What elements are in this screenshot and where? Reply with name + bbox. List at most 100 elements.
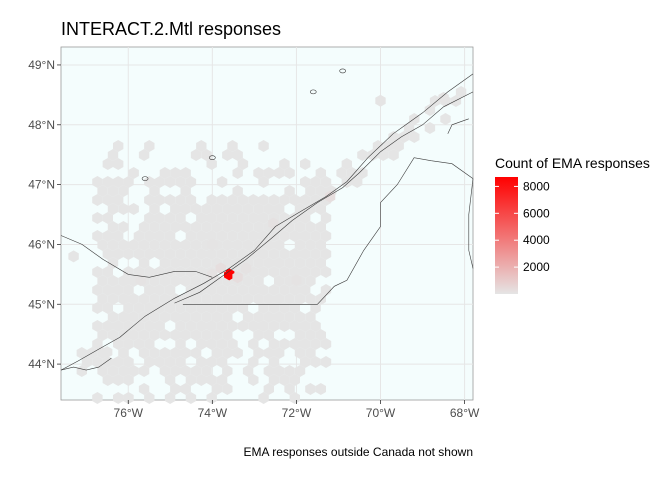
hex-bin	[164, 392, 176, 404]
hex-bin	[185, 248, 197, 260]
hex-bin	[237, 320, 249, 332]
hex-bin	[305, 239, 316, 251]
hex-bin	[97, 239, 108, 251]
hex-bin	[113, 392, 124, 404]
hex-bin	[253, 329, 264, 341]
hex-bin	[258, 320, 269, 332]
hex-bin	[320, 212, 332, 224]
hex-bin	[268, 266, 280, 278]
hex-bin	[123, 176, 134, 188]
hex-bin	[190, 221, 202, 233]
hex-bin	[237, 284, 249, 296]
hex-bin	[211, 329, 223, 341]
hex-bin	[279, 338, 290, 350]
hex-bin	[320, 338, 332, 350]
hex-bin	[206, 320, 217, 332]
hex-bin	[81, 356, 93, 368]
hex-bin	[284, 293, 295, 305]
hex-bin	[196, 230, 207, 242]
hex-bin	[92, 212, 103, 224]
hex-bin	[248, 356, 259, 368]
hex-bin	[424, 104, 436, 116]
y-tick-label: 45°N	[28, 297, 55, 311]
hex-bin	[274, 347, 285, 359]
hex-bin	[102, 230, 113, 242]
hex-bin	[149, 293, 160, 305]
hex-bin	[206, 248, 217, 260]
hex-bin	[102, 374, 113, 386]
hex-bin	[170, 239, 181, 251]
hex-bin	[216, 338, 228, 350]
y-tick-label: 44°N	[28, 357, 55, 371]
hex-bin	[113, 356, 124, 368]
hex-bin	[128, 239, 139, 251]
hex-bin	[289, 338, 300, 350]
hex-bin	[138, 221, 150, 233]
hex-bin	[242, 311, 254, 323]
hex-bin	[154, 194, 165, 206]
hex-bin	[180, 329, 191, 341]
hex-bin	[123, 284, 134, 296]
hex-bin	[164, 194, 176, 206]
hex-bin	[144, 392, 155, 404]
hex-bin	[118, 347, 129, 359]
hex-bin	[170, 275, 181, 287]
hex-bin	[159, 257, 171, 269]
hex-bin-data	[232, 271, 243, 284]
hex-bin	[190, 257, 202, 269]
hex-bin	[222, 239, 233, 251]
hex-bin	[232, 167, 243, 179]
hex-bin	[92, 338, 103, 350]
y-tick-label: 49°N	[28, 58, 55, 72]
hex-bin	[107, 239, 119, 251]
hex-bin	[315, 221, 326, 233]
lake-outline	[141, 176, 149, 181]
hex-bin	[211, 311, 223, 323]
hex-bin	[206, 230, 217, 242]
hex-bin	[227, 140, 238, 152]
legend-title: Count of EMA responses	[495, 155, 650, 171]
hex-bin	[206, 284, 217, 296]
hex-bin	[180, 221, 191, 233]
coastline	[60, 235, 213, 278]
hex-bin	[305, 311, 316, 323]
hex-bin	[300, 176, 311, 188]
hex-bin	[300, 266, 311, 278]
hex-bin	[258, 140, 269, 152]
hex-bin	[138, 347, 150, 359]
hex-bin	[123, 392, 134, 404]
lake-outline	[209, 155, 216, 160]
hex-bin	[263, 365, 274, 377]
hex-bin	[232, 239, 243, 251]
hex-bin	[300, 158, 311, 170]
hex-bin	[196, 266, 207, 278]
hex-bin	[367, 149, 378, 161]
hex-bin	[97, 275, 108, 287]
hex-bin	[76, 365, 87, 377]
hex-bin	[201, 311, 212, 323]
hex-bin	[305, 275, 316, 287]
hex-bin	[123, 248, 134, 260]
hex-bin	[196, 320, 207, 332]
hex-bin	[289, 284, 300, 296]
hex-bin	[107, 257, 119, 269]
hex-bin	[258, 230, 269, 242]
x-tick-label: 76°W	[114, 406, 144, 420]
hex-bin	[258, 194, 269, 206]
hex-bin	[123, 320, 134, 332]
hex-bin	[170, 311, 181, 323]
hex-bin	[113, 284, 124, 296]
hex-bin	[92, 194, 103, 206]
hex-bin	[274, 239, 285, 251]
hex-bin	[185, 230, 197, 242]
hex-bin	[294, 203, 306, 215]
hex-bin	[216, 302, 228, 314]
hex-bin	[206, 212, 217, 224]
hex-bin	[159, 221, 171, 233]
coastline	[60, 73, 474, 371]
hex-bin	[149, 239, 160, 251]
hex-bin	[216, 212, 228, 224]
hex-bin	[180, 203, 191, 215]
hex-bin	[253, 293, 264, 305]
hex-bin	[248, 338, 259, 350]
